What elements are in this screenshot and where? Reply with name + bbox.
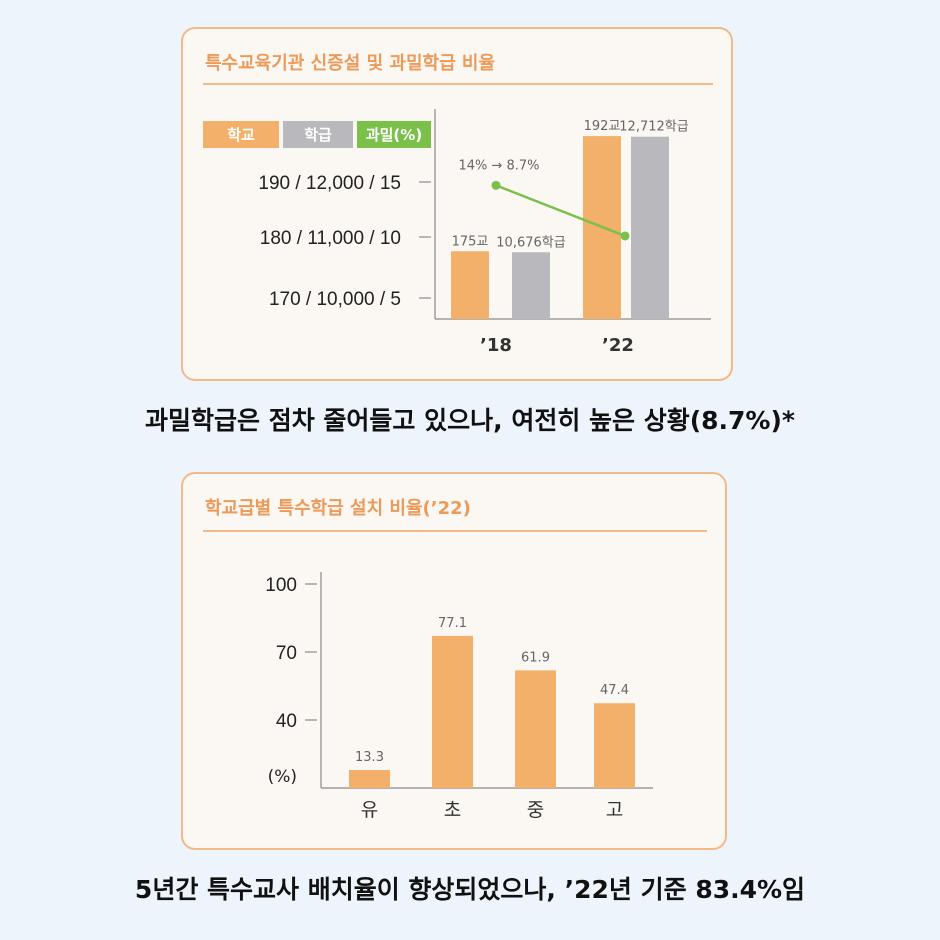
x-tick-label: ’22 [602, 335, 634, 356]
chart-title: 학교급별 특수학급 설치 비율(’22) [205, 498, 471, 519]
x-tick-label: 유 [361, 799, 378, 821]
bar [594, 703, 635, 788]
title-divider [203, 530, 707, 532]
y-tick-label: 100 [265, 575, 297, 596]
y-tick-label: 190 / 12,000 / 15 [258, 173, 401, 194]
data-label-class: 10,676학급 [496, 235, 565, 250]
bar-class [512, 252, 550, 319]
x-tick-label: 초 [444, 799, 461, 821]
legend-class: 학급 [283, 121, 353, 148]
chart-card-class-rate: 학교급별 특수학급 설치 비율(’22) 100 70 40 (%) 13.3 77.1 6… [181, 472, 727, 850]
data-label: 13.3 [355, 750, 384, 765]
ratio-point [620, 231, 630, 241]
x-tick-label: 중 [527, 799, 544, 821]
data-label: 61.9 [521, 650, 550, 665]
legend-ratio: 과밀(%) [357, 121, 431, 148]
y-axis-label: (%) [268, 767, 297, 787]
y-tick-label: 170 / 10,000 / 5 [269, 289, 401, 310]
x-tick-label: ’18 [480, 335, 512, 356]
ratio-point [491, 180, 501, 190]
chart-card-facilities: 특수교육기관 신증설 및 과밀학급 비율 학교 학급 과밀(%) 190 / 1… [181, 27, 733, 381]
caption-teacher-rate: 5년간 특수교사 배치율이 향상되었으나, ’22년 기준 83.4%임 [134, 875, 806, 904]
ratio-line [495, 184, 626, 238]
chart-title: 특수교육기관 신증설 및 과밀학급 비율 [205, 53, 496, 74]
ratio-annotation: 14% → 8.7% [458, 158, 539, 173]
y-tick-label: 180 / 11,000 / 10 [260, 228, 401, 249]
bar-school [451, 251, 489, 319]
chart-plot-class-rate: 100 70 40 (%) 13.3 77.1 61.9 47.4 유 초 중 고 [265, 572, 653, 821]
data-label: 47.4 [600, 683, 629, 698]
data-label: 77.1 [438, 616, 467, 631]
y-tick-label: 40 [276, 711, 297, 732]
title-divider [203, 83, 713, 85]
data-label-school: 192교 [584, 119, 621, 134]
chart-plot-facilities: 190 / 12,000 / 15 180 / 11,000 / 10 170 / … [258, 109, 711, 356]
bar [432, 635, 473, 788]
legend-school: 학교 [203, 121, 279, 148]
caption-overcrowding: 과밀학급은 점차 줄어들고 있으나, 여전히 높은 상황(8.7%)* [145, 406, 795, 435]
data-label-class: 12,712학급 [619, 120, 688, 135]
data-label-school: 175교 [452, 234, 489, 249]
y-tick-label: 70 [276, 643, 297, 664]
x-tick-label: 고 [606, 799, 623, 821]
bar [515, 670, 556, 788]
bar [349, 770, 390, 788]
bar-class [631, 136, 669, 319]
